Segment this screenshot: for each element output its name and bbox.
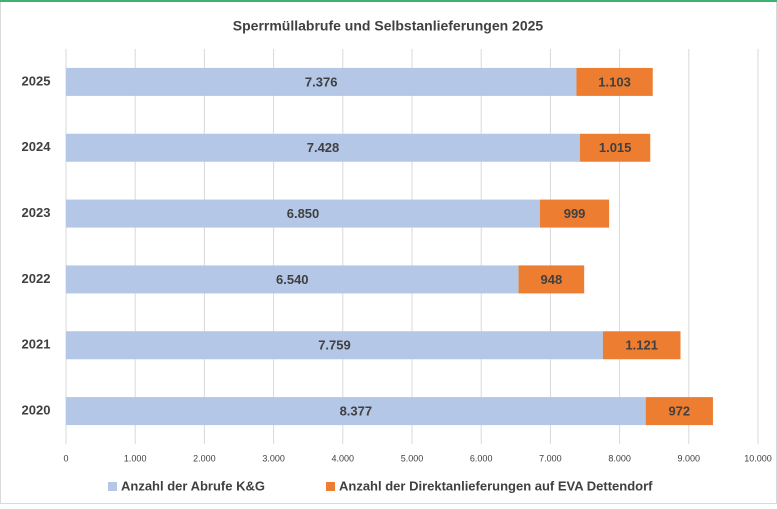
x-tick-label: 4.000	[332, 453, 355, 463]
data-label: 999	[564, 206, 586, 221]
y-tick-label: 2020	[22, 403, 51, 418]
data-label: 6.540	[276, 272, 309, 287]
bar-segment	[518, 265, 585, 294]
bar-segment	[66, 265, 519, 294]
x-tick-label: 7.000	[539, 453, 562, 463]
x-tick-label: 6.000	[470, 453, 493, 463]
legend-label: Anzahl der Direktanlieferungen auf EVA D…	[339, 478, 653, 493]
legend-label: Anzahl der Abrufe K&G	[121, 478, 265, 493]
x-tick-label: 10.000	[744, 453, 772, 463]
bar-segment	[66, 199, 541, 228]
x-tick-label: 5.000	[401, 453, 424, 463]
data-label: 972	[668, 404, 690, 419]
bar-segment	[540, 199, 610, 228]
bar-segment	[66, 133, 581, 162]
y-tick-label: 2025	[22, 73, 51, 88]
bar-segment	[66, 67, 577, 96]
data-label: 7.376	[305, 74, 338, 89]
data-label: 1.015	[599, 140, 632, 155]
chart-title: Sperrmüllabrufe und Selbstanlieferungen …	[233, 18, 544, 34]
x-tick-label: 0	[63, 453, 68, 463]
data-label: 7.428	[307, 140, 340, 155]
x-tick-label: 8.000	[608, 453, 631, 463]
data-label: 948	[541, 272, 563, 287]
data-label: 1.121	[625, 338, 658, 353]
x-tick-label: 1.000	[124, 453, 147, 463]
bar-segment	[602, 331, 681, 360]
y-tick-label: 2023	[22, 205, 51, 220]
x-tick-label: 9.000	[678, 453, 701, 463]
x-tick-label: 2.000	[193, 453, 216, 463]
bar-segment	[66, 397, 646, 426]
bar-segment	[66, 331, 603, 360]
data-label: 1.103	[598, 74, 631, 89]
bar-segment	[580, 133, 651, 162]
legend-swatch	[108, 482, 117, 491]
y-tick-label: 2021	[22, 337, 51, 352]
data-label: 6.850	[287, 206, 320, 221]
y-tick-label: 2022	[22, 271, 51, 286]
bar-segment	[645, 397, 713, 426]
x-tick-label: 3.000	[262, 453, 285, 463]
bar-segment	[576, 67, 653, 96]
data-label: 8.377	[340, 404, 373, 419]
legend-swatch	[326, 482, 335, 491]
data-label: 7.759	[318, 338, 351, 353]
y-tick-label: 2024	[22, 139, 52, 154]
